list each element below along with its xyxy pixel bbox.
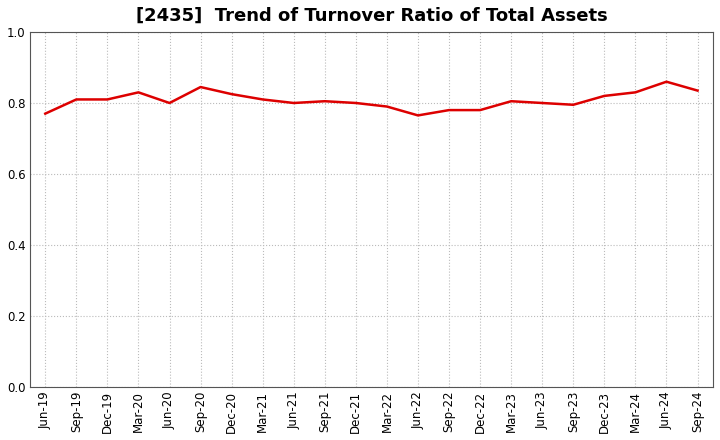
Title: [2435]  Trend of Turnover Ratio of Total Assets: [2435] Trend of Turnover Ratio of Total … — [135, 7, 607, 25]
